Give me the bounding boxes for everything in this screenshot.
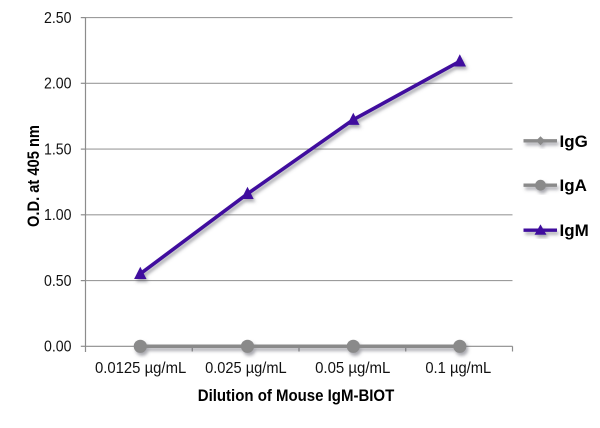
svg-text:2.00: 2.00 (44, 76, 72, 93)
svg-text:IgM: IgM (560, 221, 589, 240)
svg-text:0.05 µg/mL: 0.05 µg/mL (315, 360, 390, 377)
svg-text:0.50: 0.50 (44, 273, 72, 290)
svg-text:0.025 µg/mL: 0.025 µg/mL (205, 360, 287, 377)
svg-text:IgA: IgA (560, 176, 587, 195)
svg-text:0.0125 µg/mL: 0.0125 µg/mL (95, 360, 186, 377)
svg-text:0.00: 0.00 (44, 339, 72, 356)
svg-text:0.1 µg/mL: 0.1 µg/mL (425, 360, 491, 377)
svg-text:2.50: 2.50 (44, 10, 72, 27)
svg-text:1.50: 1.50 (44, 141, 72, 158)
svg-text:Dilution of Mouse IgM-BIOT: Dilution of Mouse IgM-BIOT (198, 386, 395, 405)
svg-text:IgG: IgG (560, 132, 588, 151)
svg-text:1.00: 1.00 (44, 207, 72, 224)
svg-text:O.D. at 405 nm: O.D. at 405 nm (24, 125, 43, 227)
